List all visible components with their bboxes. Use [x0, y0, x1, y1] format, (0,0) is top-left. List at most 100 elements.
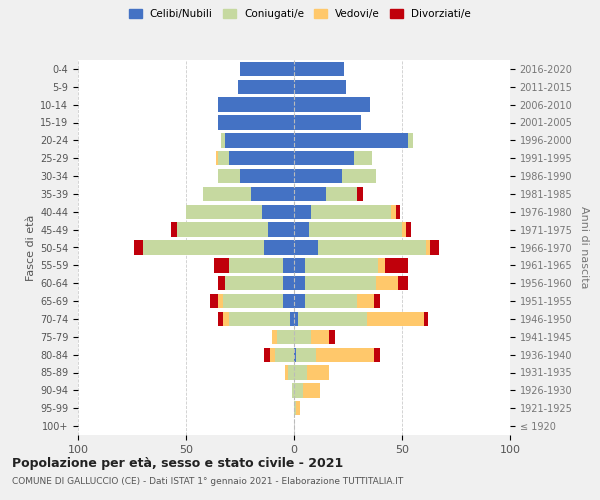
Bar — [294, 240, 318, 254]
Bar — [286, 366, 287, 380]
Bar — [171, 222, 178, 237]
Bar — [409, 133, 413, 148]
Bar — [218, 276, 225, 290]
Bar — [218, 151, 229, 166]
Bar — [311, 204, 391, 219]
Bar — [305, 276, 376, 290]
Bar — [294, 276, 305, 290]
Bar — [294, 62, 344, 76]
Bar — [294, 133, 409, 148]
Bar — [294, 80, 346, 94]
Bar — [218, 294, 223, 308]
Bar — [294, 348, 296, 362]
Bar — [203, 187, 251, 201]
Bar — [356, 187, 363, 201]
Bar — [374, 294, 380, 308]
Bar — [143, 240, 264, 254]
Bar — [264, 240, 294, 254]
Bar — [223, 294, 283, 308]
Bar — [341, 169, 376, 183]
Bar — [221, 133, 225, 148]
Bar — [356, 294, 374, 308]
Bar — [294, 98, 370, 112]
Bar — [395, 204, 400, 219]
Bar — [178, 222, 268, 237]
Bar — [290, 312, 294, 326]
Bar — [210, 294, 218, 308]
Bar — [218, 98, 294, 112]
Bar — [264, 348, 270, 362]
Bar — [374, 348, 380, 362]
Bar — [294, 169, 341, 183]
Bar — [218, 169, 240, 183]
Legend: Celibi/Nubili, Coniugati/e, Vedovi/e, Divorziati/e: Celibi/Nubili, Coniugati/e, Vedovi/e, Di… — [125, 5, 475, 24]
Bar — [294, 366, 307, 380]
Bar — [430, 240, 439, 254]
Bar — [229, 151, 294, 166]
Bar — [309, 222, 402, 237]
Bar — [240, 169, 294, 183]
Bar — [223, 312, 229, 326]
Bar — [391, 204, 395, 219]
Bar — [367, 312, 424, 326]
Bar — [296, 401, 301, 415]
Bar — [305, 258, 378, 272]
Bar — [216, 151, 218, 166]
Bar — [294, 258, 305, 272]
Bar — [283, 294, 294, 308]
Bar — [218, 116, 294, 130]
Bar — [240, 62, 294, 76]
Text: Popolazione per età, sesso e stato civile - 2021: Popolazione per età, sesso e stato civil… — [12, 458, 343, 470]
Bar — [378, 258, 385, 272]
Bar — [398, 276, 409, 290]
Bar — [251, 187, 294, 201]
Bar — [424, 312, 428, 326]
Bar — [406, 222, 410, 237]
Bar — [355, 151, 372, 166]
Bar — [294, 116, 361, 130]
Bar — [307, 366, 329, 380]
Bar — [294, 401, 296, 415]
Bar — [302, 383, 320, 398]
Bar — [229, 312, 290, 326]
Bar — [262, 204, 294, 219]
Y-axis label: Anni di nascita: Anni di nascita — [579, 206, 589, 289]
Bar — [316, 348, 374, 362]
Bar — [275, 348, 294, 362]
Bar — [277, 330, 294, 344]
Bar — [292, 383, 294, 398]
Bar — [294, 294, 305, 308]
Bar — [385, 258, 409, 272]
Bar — [305, 294, 356, 308]
Bar — [218, 312, 223, 326]
Bar — [318, 240, 426, 254]
Bar — [298, 312, 367, 326]
Bar — [225, 133, 294, 148]
Bar — [294, 151, 355, 166]
Text: COMUNE DI GALLUCCIO (CE) - Dati ISTAT 1° gennaio 2021 - Elaborazione TUTTITALIA.: COMUNE DI GALLUCCIO (CE) - Dati ISTAT 1°… — [12, 478, 403, 486]
Bar — [272, 330, 277, 344]
Bar — [294, 383, 302, 398]
Bar — [426, 240, 430, 254]
Bar — [238, 80, 294, 94]
Bar — [229, 258, 283, 272]
Bar — [214, 258, 229, 272]
Bar — [296, 348, 316, 362]
Bar — [329, 330, 335, 344]
Bar — [294, 187, 326, 201]
Bar — [134, 240, 143, 254]
Bar — [326, 187, 356, 201]
Bar — [294, 312, 298, 326]
Bar — [402, 222, 406, 237]
Bar — [294, 222, 309, 237]
Y-axis label: Fasce di età: Fasce di età — [26, 214, 36, 280]
Bar — [186, 204, 262, 219]
Bar — [268, 222, 294, 237]
Bar — [283, 276, 294, 290]
Bar — [294, 204, 311, 219]
Bar — [294, 330, 311, 344]
Bar — [270, 348, 275, 362]
Bar — [376, 276, 398, 290]
Bar — [287, 366, 294, 380]
Bar — [283, 258, 294, 272]
